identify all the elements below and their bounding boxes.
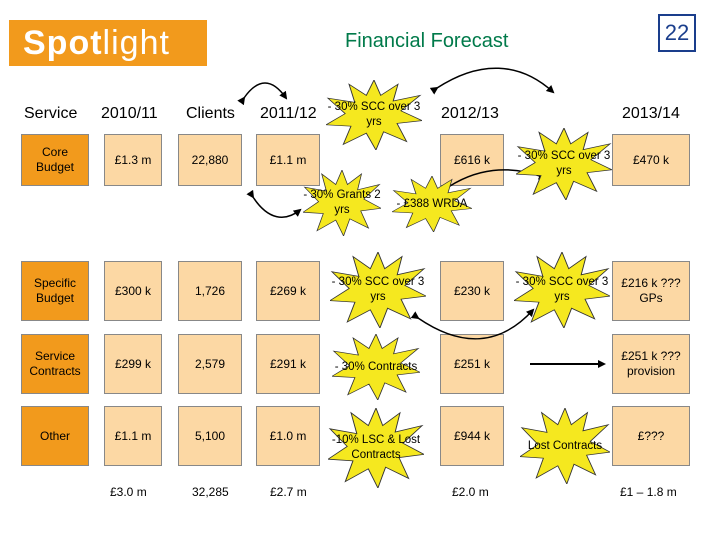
row-label-other: Other — [21, 406, 89, 466]
burst-scc-2012-specific-text: - 30% SCC over 3 yrs — [331, 276, 425, 303]
burst-wrda: - £388 WRDA — [392, 176, 472, 232]
burst-grants-text: - 30% Grants 2 yrs — [303, 189, 381, 216]
burst-scc-2012-specific: - 30% SCC over 3 yrs — [330, 252, 426, 328]
burst-scc-2011: - 30% SCC over 3 yrs — [326, 80, 422, 150]
arrow-grants — [246, 189, 302, 218]
row-label-specific-budget: Specific Budget — [21, 261, 89, 321]
arrow-specific — [410, 308, 535, 340]
row-label-service-contracts: Service Contracts — [21, 334, 89, 394]
contracts-clients-value: 2,579 — [178, 334, 242, 394]
burst-wrda-text: - £388 WRDA — [396, 197, 468, 210]
contracts-2010-11-value: £299 k — [104, 334, 162, 394]
burst-lost-contracts-text: Lost Contracts — [527, 439, 603, 452]
contracts-2013-14-value: £251 k ??? provision — [612, 334, 690, 394]
logo-light-text: light — [102, 23, 170, 62]
specific-2013-14-value: £216 k ??? GPs — [612, 261, 690, 321]
total-clients: 32,285 — [192, 485, 229, 499]
other-clients-value: 5,100 — [178, 406, 242, 466]
total-2013-14: £1 – 1.8 m — [620, 485, 677, 499]
contracts-2011-12-value: £291 k — [256, 334, 320, 394]
arrow-2012-to-2013 — [429, 67, 555, 95]
specific-2011-12-value: £269 k — [256, 261, 320, 321]
burst-lsc-text: -10% LSC & Lost Contracts — [331, 434, 421, 461]
burst-grants: - 30% Grants 2 yrs — [303, 170, 381, 236]
specific-2010-11-value: £300 k — [104, 261, 162, 321]
logo-bold-text: Spot — [23, 23, 103, 62]
core-2011-12-value: £1.1 m — [256, 134, 320, 186]
burst-scc-2011-text: - 30% SCC over 3 yrs — [327, 101, 421, 128]
other-2013-14-value: £??? — [612, 406, 690, 466]
total-2010-11: £3.0 m — [110, 485, 147, 499]
core-clients-value: 22,880 — [178, 134, 242, 186]
other-2010-11-value: £1.1 m — [104, 406, 162, 466]
total-2012-13: £2.0 m — [452, 485, 489, 499]
burst-scc-2013-specific: - 30% SCC over 3 yrs — [514, 252, 610, 328]
spotlight-logo: Spot light — [9, 20, 207, 66]
header-2012-13: 2012/13 — [441, 105, 499, 122]
burst-scc-2013-specific-text: - 30% SCC over 3 yrs — [515, 276, 609, 303]
burst-lsc: -10% LSC & Lost Contracts — [328, 408, 424, 488]
other-2011-12-value: £1.0 m — [256, 406, 320, 466]
burst-scc-2013-core-text: - 30% SCC over 3 yrs — [517, 150, 611, 177]
total-2011-12: £2.7 m — [270, 485, 307, 499]
row-label-core-budget: Core Budget — [21, 134, 89, 186]
specific-clients-value: 1,726 — [178, 261, 242, 321]
other-2012-13-value: £944 k — [440, 406, 504, 466]
burst-scc-2013-core: - 30% SCC over 3 yrs — [516, 128, 612, 200]
burst-lost-contracts: Lost Contracts — [520, 408, 610, 484]
burst-contracts-text: - 30% Contracts — [334, 360, 418, 373]
burst-contracts: - 30% Contracts — [332, 334, 420, 400]
header-2011-12: 2011/12 — [260, 105, 317, 122]
page-number: 22 — [658, 14, 696, 52]
core-2013-14-value: £470 k — [612, 134, 690, 186]
header-service: Service — [24, 105, 78, 122]
contracts-2012-13-value: £251 k — [440, 334, 504, 394]
page-title: Financial Forecast — [345, 30, 509, 52]
header-2013-14: 2013/14 — [622, 105, 680, 122]
arrow-2010-to-2011 — [237, 82, 288, 106]
header-clients: Clients — [186, 105, 235, 122]
core-2010-11-value: £1.3 m — [104, 134, 162, 186]
header-2010-11: 2010/11 — [101, 105, 158, 122]
